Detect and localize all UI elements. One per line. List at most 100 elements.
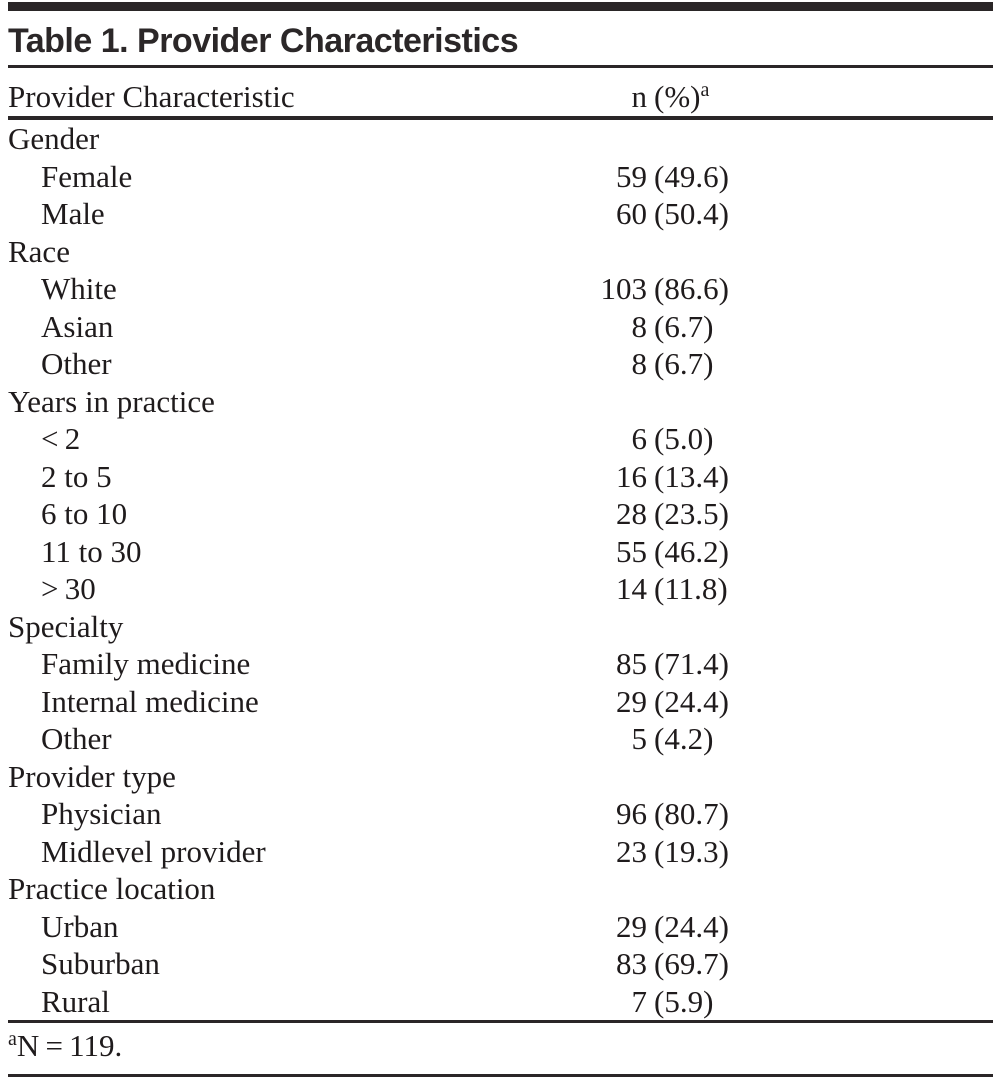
row-value-n: 60: [616, 196, 647, 231]
row-value-n: 14: [616, 571, 647, 606]
table-row: > 30 14 (11.8): [8, 570, 993, 608]
table-row: Gender: [8, 120, 993, 158]
row-value-n: 5: [631, 721, 648, 756]
row-label: Suburban: [41, 946, 160, 981]
row-value-n: 103: [600, 271, 648, 306]
row-value-n: 6: [631, 421, 648, 456]
row-value-pct: (5.0): [654, 421, 714, 456]
row-label: 2 to 5: [41, 458, 112, 494]
row-label: 6 to 10: [41, 496, 128, 531]
table-row: Asian 8 (6.7): [8, 308, 993, 346]
table-row: 11 to 30 55 (46.2): [8, 533, 993, 571]
table-top-bar: [8, 2, 993, 11]
row-value-pct: (24.4): [654, 908, 729, 944]
row-label: < 2: [41, 421, 81, 456]
row-label: Gender: [8, 121, 100, 156]
row-value-n: 7: [631, 983, 648, 1019]
row-label: Provider type: [8, 758, 176, 794]
row-value-n: 96: [616, 796, 647, 831]
table-row: Race: [8, 233, 993, 271]
table-row: < 2 6 (5.0): [8, 420, 993, 458]
table-row: Rural 7 (5.9): [8, 983, 993, 1021]
table-body: Gender Female 59 (49.6) Male 60 (50.4) Race Whit…: [8, 120, 993, 1023]
row-label: Family medicine: [41, 646, 251, 681]
row-value-pct: (19.3): [654, 833, 729, 869]
row-value-n: 23: [616, 833, 647, 869]
row-value-pct: [647, 383, 993, 421]
table-row: 2 to 5 16 (13.4): [8, 458, 993, 496]
column-header-characteristic: Provider Characteristic: [8, 79, 295, 114]
table-footnote: aN = 119.: [8, 1023, 993, 1077]
table-row: Provider type: [8, 758, 993, 796]
row-label: Race: [8, 233, 70, 269]
row-label: Asian: [41, 308, 114, 344]
row-value-n: 83: [616, 946, 647, 981]
table-row: Internal medicine 29 (24.4): [8, 683, 993, 721]
footnote-text: N = 119.: [16, 1028, 123, 1063]
row-value-pct: (11.8): [654, 571, 728, 606]
row-value-pct: (46.2): [654, 533, 729, 569]
row-label: Urban: [41, 908, 119, 944]
table-row: Specialty: [8, 608, 993, 646]
row-label: Specialty: [8, 608, 124, 644]
table-row: Physician 96 (80.7): [8, 795, 993, 833]
table-row: Female 59 (49.6): [8, 158, 993, 196]
row-value-pct: [647, 608, 993, 646]
row-value-n: 55: [616, 533, 647, 569]
footnote-marker: a: [8, 1028, 17, 1050]
row-value-pct: (5.9): [654, 983, 714, 1019]
row-label: > 30: [41, 571, 96, 606]
row-value-pct: (24.4): [654, 683, 729, 719]
table-row: Urban 29 (24.4): [8, 908, 993, 946]
row-value-pct: (23.5): [654, 496, 729, 531]
row-label: Female: [41, 158, 133, 194]
table-row: Suburban 83 (69.7): [8, 945, 993, 983]
table-row: Family medicine 85 (71.4): [8, 645, 993, 683]
row-value-n: 8: [631, 308, 648, 344]
row-value-pct: (86.6): [654, 271, 729, 306]
row-label: Midlevel provider: [41, 833, 266, 869]
row-value-n: [561, 120, 647, 158]
row-value-pct: (49.6): [654, 158, 729, 194]
row-label: Internal medicine: [41, 683, 259, 719]
table-row: Practice location: [8, 870, 993, 908]
row-value-pct: (6.7): [654, 308, 714, 344]
row-value-n: 59: [616, 158, 647, 194]
row-label: Rural: [41, 983, 110, 1019]
row-label: Years in practice: [8, 383, 215, 419]
row-value-n: [561, 383, 647, 421]
row-value-n: [561, 758, 647, 796]
row-label: Other: [41, 346, 112, 381]
row-label: Physician: [41, 796, 162, 831]
table-row: Years in practice: [8, 383, 993, 421]
row-value-pct: (13.4): [654, 458, 729, 494]
column-header-pct: (%)a: [647, 79, 993, 114]
row-value-n: [561, 870, 647, 908]
table-title: Table 1. Provider Characteristics: [8, 11, 993, 68]
table-row: 6 to 10 28 (23.5): [8, 495, 993, 533]
row-value-pct: (80.7): [654, 796, 729, 831]
row-value-pct: (6.7): [654, 346, 714, 381]
footnote-marker: a: [700, 79, 710, 101]
row-value-n: 85: [616, 646, 647, 681]
row-value-pct: [647, 870, 993, 908]
row-value-pct: (69.7): [654, 946, 729, 981]
row-value-n: 29: [616, 908, 647, 944]
row-value-n: 28: [616, 496, 647, 531]
table-row: White 103 (86.6): [8, 270, 993, 308]
row-label: Practice location: [8, 871, 216, 906]
row-value-pct: [647, 758, 993, 796]
row-value-pct: (71.4): [654, 646, 729, 681]
table-row: Other 5 (4.2): [8, 720, 993, 758]
row-value-n: [561, 608, 647, 646]
table-row: Midlevel provider 23 (19.3): [8, 833, 993, 871]
row-value-pct: (4.2): [654, 721, 714, 756]
row-label: 11 to 30: [41, 533, 142, 569]
row-value-n: [561, 233, 647, 271]
row-value-n: 8: [631, 346, 648, 381]
row-label: Other: [41, 721, 112, 756]
column-header-pct-label: (%): [654, 79, 701, 114]
row-value-n: 16: [616, 458, 647, 494]
row-value-n: 29: [616, 683, 647, 719]
